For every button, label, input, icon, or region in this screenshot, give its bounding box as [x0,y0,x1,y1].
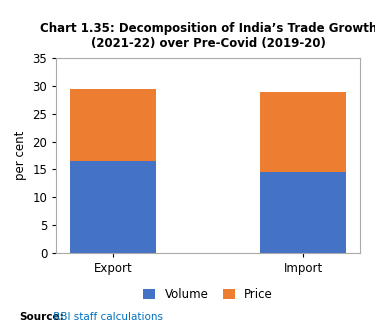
Bar [70,161,156,253]
Title: Chart 1.35: Decomposition of India’s Trade Growth
(2021-22) over Pre-Covid (2019: Chart 1.35: Decomposition of India’s Tra… [39,22,375,50]
Legend: Volume, Price: Volume, Price [144,288,273,301]
Bar [261,92,346,172]
Y-axis label: per cent: per cent [14,131,27,180]
Bar [261,172,346,253]
Text: Source:: Source: [19,312,63,322]
Text: RBI staff calculations: RBI staff calculations [50,312,162,322]
Bar [70,89,156,161]
